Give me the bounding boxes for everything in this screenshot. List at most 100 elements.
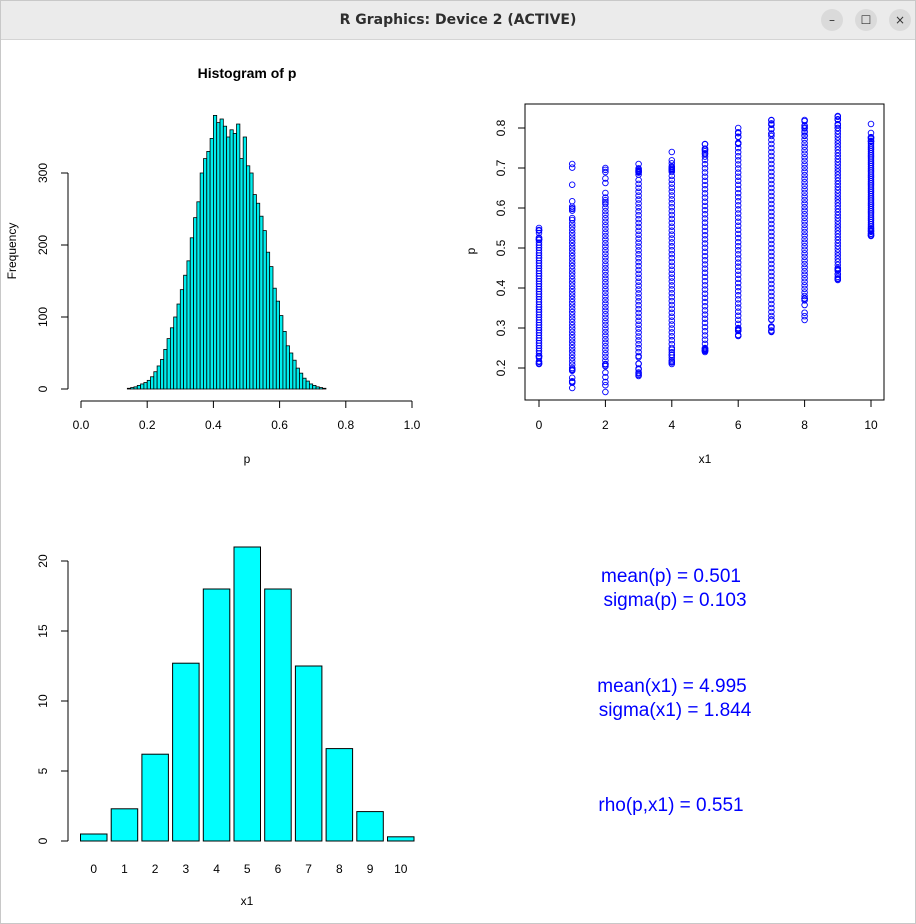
title-bar[interactable]: R Graphics: Device 2 (ACTIVE) – ☐ × (1, 1, 915, 40)
scatter-point (635, 329, 642, 336)
scatter-point (568, 351, 576, 359)
scatter-point (768, 280, 775, 288)
scatter-point (768, 248, 775, 256)
histogram-bar (239, 158, 244, 390)
scatter-x-tick-label: 2 (602, 418, 609, 432)
scatter-point (701, 282, 709, 289)
scatter-point (768, 252, 775, 260)
scatter-point (801, 178, 808, 186)
scatter-point (834, 211, 842, 219)
minimize-button[interactable]: – (821, 9, 843, 31)
scatter-point (701, 273, 709, 281)
scatter-point (701, 219, 709, 226)
scatter-point (768, 256, 775, 264)
scatter-point (801, 285, 808, 293)
scatter-point (768, 196, 775, 204)
histogram-bar (133, 386, 138, 390)
scatter-point (668, 305, 676, 313)
scatter-point (801, 312, 808, 320)
scatter-point (701, 240, 709, 247)
scatter-point (834, 149, 842, 157)
scatter-point (867, 133, 875, 141)
barplot-category-label: 0 (90, 862, 97, 876)
scatter-point (768, 164, 775, 172)
scatter-point (768, 284, 775, 292)
scatter-point (734, 247, 742, 254)
scatter-point (635, 192, 642, 199)
scatter-point (635, 254, 642, 262)
scatter-point (801, 232, 808, 239)
close-button[interactable]: × (889, 9, 911, 31)
histogram-y-label: Frequency (5, 223, 19, 280)
scatter-point (602, 332, 609, 339)
histogram-bar (150, 376, 155, 390)
scatter-point (768, 180, 775, 188)
scatter-point (568, 164, 576, 171)
histogram-bar (140, 383, 145, 390)
scatter-point (801, 186, 808, 193)
scatter-point (701, 181, 709, 189)
scatter-point (734, 181, 742, 189)
scatter-point (602, 214, 609, 222)
scatter-point (867, 142, 875, 150)
histogram-bars (126, 115, 327, 390)
scatter-point (768, 276, 775, 284)
scatter-point (635, 208, 642, 215)
scatter-point (701, 169, 709, 176)
scatter-y-tick-label: 0.7 (494, 159, 508, 176)
maximize-button[interactable]: ☐ (855, 9, 877, 31)
scatter-point (801, 301, 808, 309)
scatter-point (568, 374, 576, 382)
scatter-point (568, 205, 576, 213)
scatter-point (568, 207, 576, 214)
histogram-panel: Histogram of p 0.0 0.2 0.4 0.6 0.8 1.0 0 100 20… (5, 65, 421, 466)
scatter-point (568, 198, 576, 205)
histogram-bar (232, 133, 237, 390)
scatter-point (768, 292, 775, 300)
scatter-point (701, 336, 709, 343)
scatter-point (768, 212, 775, 220)
scatter-point (568, 315, 576, 322)
scatter-point (801, 139, 808, 147)
scatter-point (635, 223, 642, 231)
scatter-point (668, 317, 676, 324)
scatter-point (568, 269, 576, 276)
scatter-point (701, 290, 709, 297)
scatter-point (668, 329, 676, 336)
histogram-bar (186, 260, 191, 390)
scatter-point (834, 236, 842, 244)
scatter-point (602, 198, 609, 206)
scatter-point (801, 132, 808, 139)
scatter-point (801, 143, 808, 150)
scatter-point (668, 346, 676, 353)
scatter-point (701, 315, 709, 323)
scatter-point (734, 242, 742, 250)
scatter-point (568, 305, 576, 313)
scatter-point (768, 204, 775, 212)
scatter-point (768, 176, 775, 184)
scatter-point (801, 267, 808, 275)
scatter-point (867, 232, 875, 240)
barplot-y-tick-label: 15 (36, 624, 50, 638)
scatter-plot-frame (524, 103, 885, 401)
scatter-point (602, 378, 609, 386)
scatter-point (602, 293, 609, 300)
scatter-point (768, 156, 775, 164)
scatter-point (734, 238, 742, 246)
scatter-points (535, 112, 875, 396)
scatter-point (834, 202, 842, 210)
scatter-point (668, 321, 676, 328)
histogram-bar (318, 387, 324, 390)
scatter-point (635, 372, 642, 380)
scatter-point (668, 239, 676, 246)
scatter-point (701, 227, 709, 235)
scatter-point (801, 218, 808, 225)
scatter-point (635, 184, 642, 192)
scatter-point (668, 167, 676, 174)
scatter-point (734, 296, 742, 303)
scatter-point (768, 328, 775, 336)
scatter-point (768, 304, 775, 312)
histogram-bar (179, 289, 185, 390)
histogram-bar (305, 380, 310, 390)
barplot-y-axis: 0 5 10 15 20 (36, 554, 69, 844)
